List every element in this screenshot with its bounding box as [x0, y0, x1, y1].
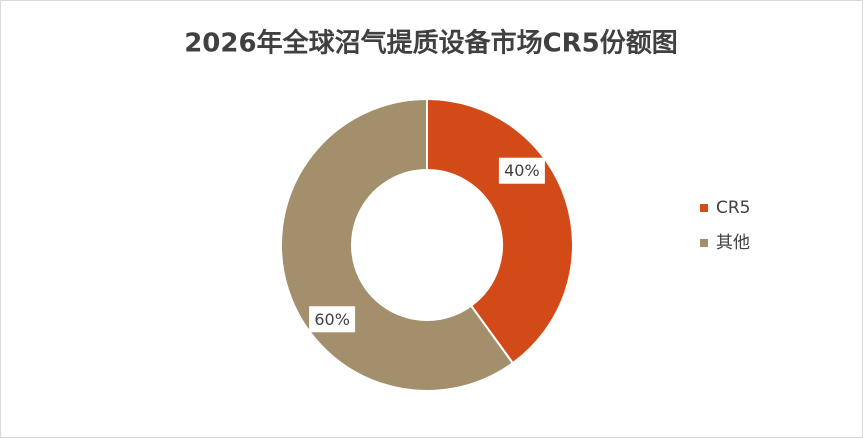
chart-title: 2026年全球沼气提质设备市场CR5份额图 [184, 28, 678, 59]
legend-swatch [700, 204, 708, 212]
legend-label: 其他 [716, 233, 750, 253]
value-label-bg [498, 157, 545, 184]
legend-swatch [700, 239, 708, 247]
value-label-bg [309, 306, 356, 333]
value-label: 40% [504, 161, 540, 180]
value-label: 60% [314, 310, 350, 329]
legend-label: CR5 [716, 198, 751, 218]
